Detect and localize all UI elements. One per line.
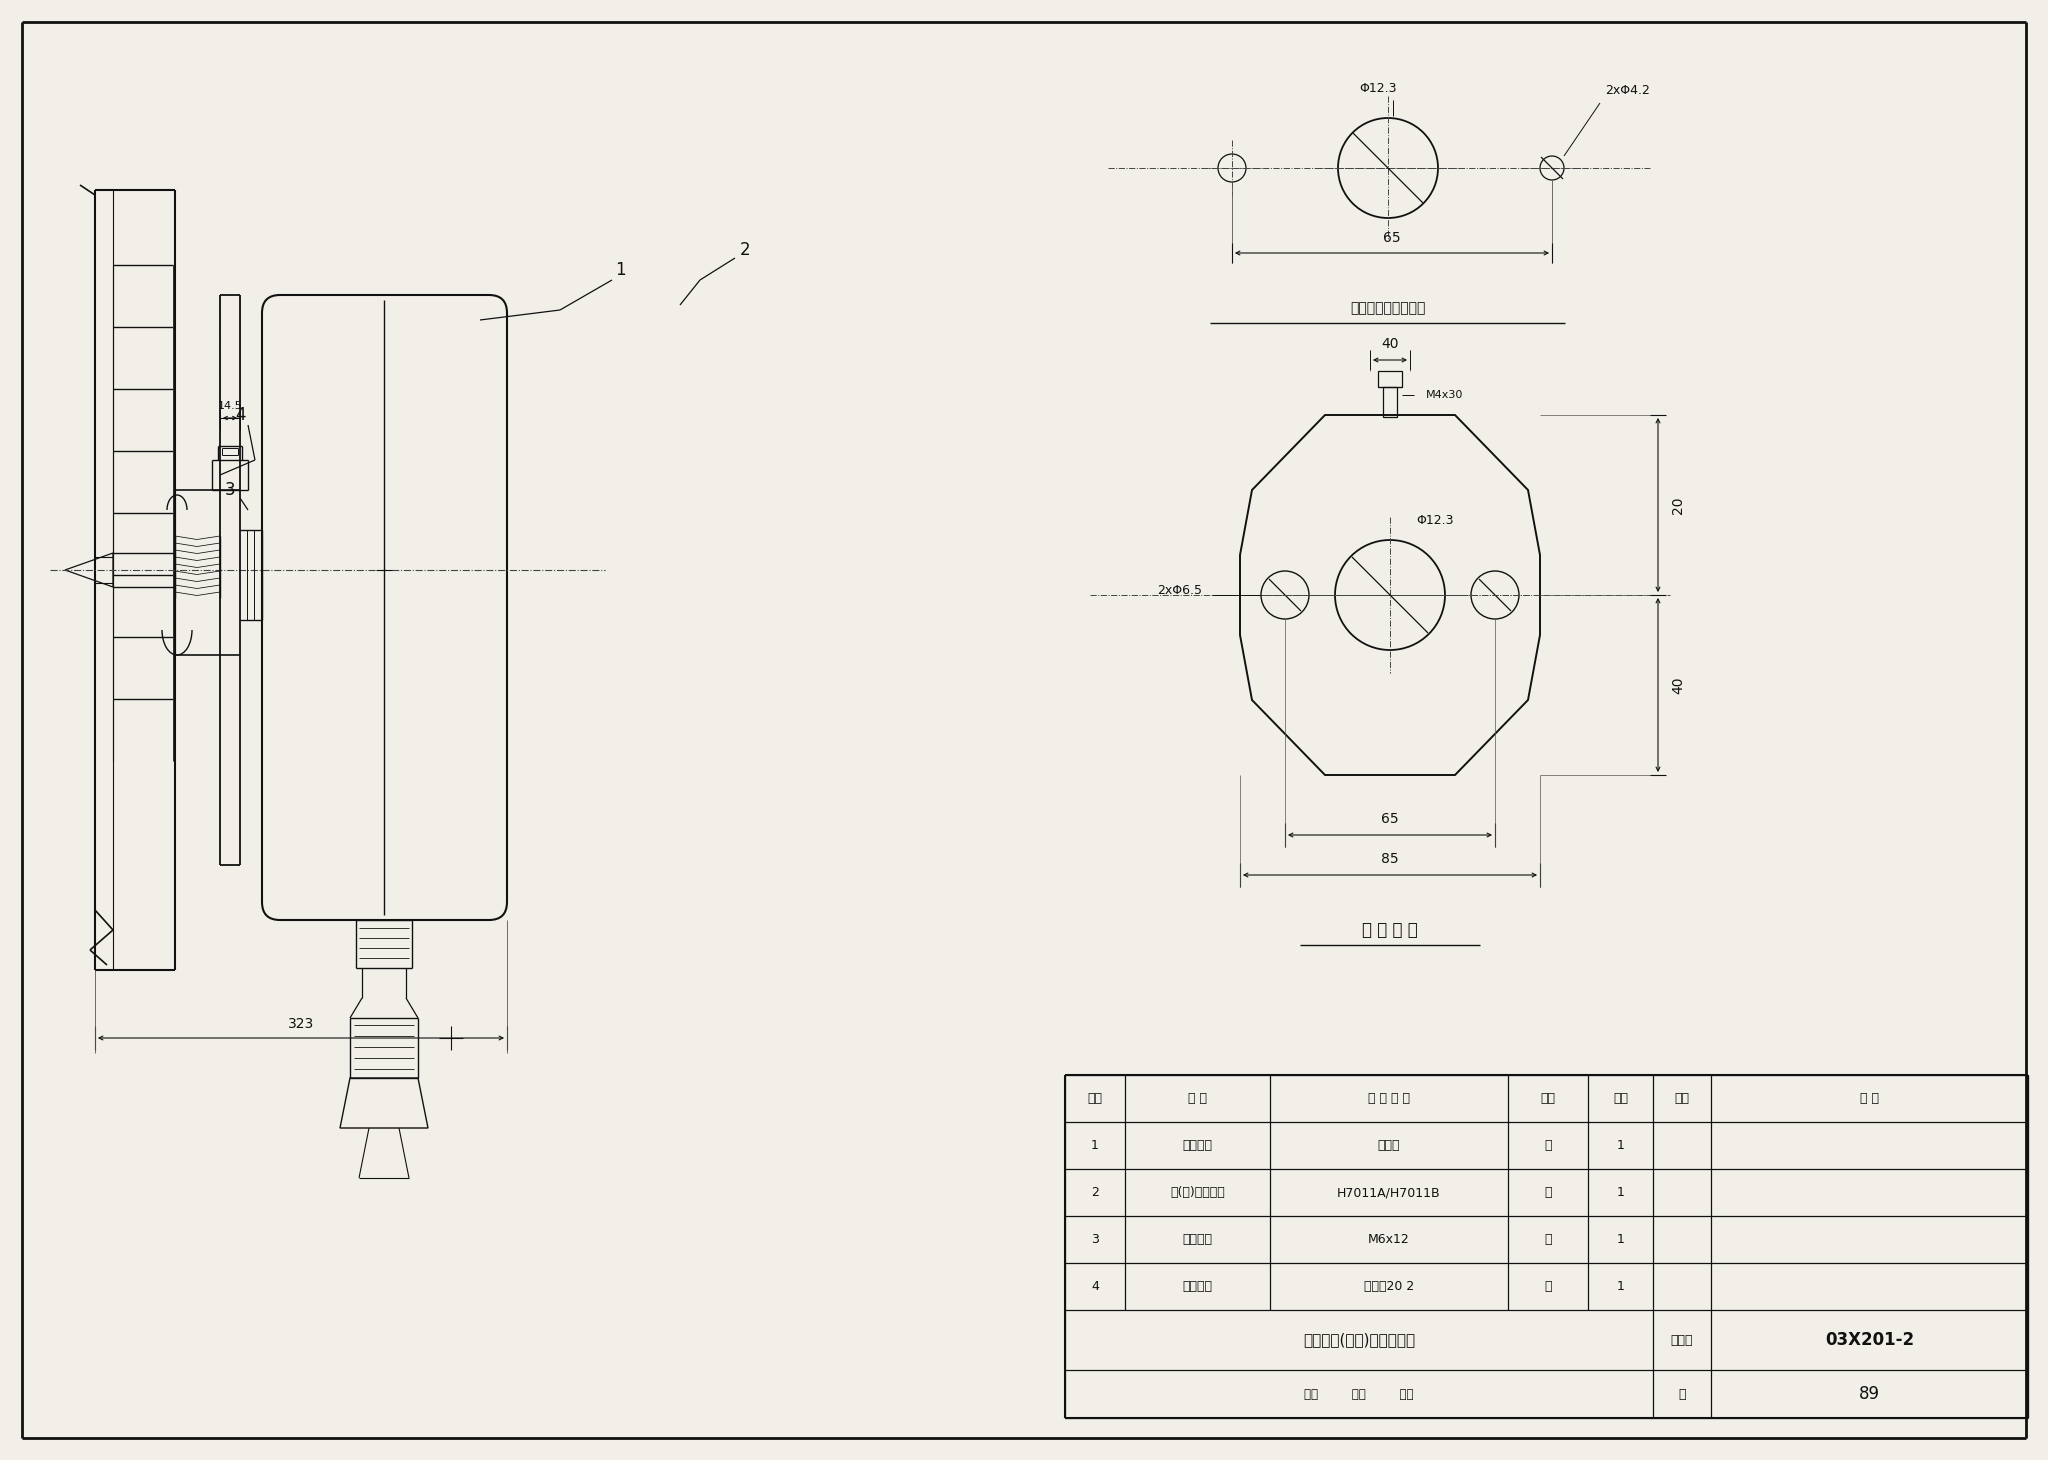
Text: 85: 85 — [1380, 853, 1399, 866]
Text: 个: 个 — [1544, 1234, 1552, 1245]
Text: 20: 20 — [1671, 496, 1686, 514]
Text: 备 注: 备 注 — [1860, 1092, 1878, 1105]
Text: 套: 套 — [1544, 1186, 1552, 1199]
Text: 1: 1 — [1616, 1139, 1624, 1152]
Text: 89: 89 — [1860, 1386, 1880, 1403]
Text: 风管温度(湿度)传感器安装: 风管温度(湿度)传感器安装 — [1303, 1333, 1415, 1348]
Text: 2: 2 — [739, 241, 750, 258]
Text: 数量: 数量 — [1614, 1092, 1628, 1105]
Text: 块: 块 — [1544, 1280, 1552, 1294]
Text: M4x30: M4x30 — [1425, 390, 1464, 400]
Text: 4: 4 — [1092, 1280, 1100, 1294]
Text: 65: 65 — [1382, 231, 1401, 245]
Text: 温(湿)度传感器: 温(湿)度传感器 — [1169, 1186, 1225, 1199]
Text: 1: 1 — [1616, 1234, 1624, 1245]
Text: 65: 65 — [1380, 812, 1399, 826]
Text: 323: 323 — [289, 1018, 313, 1031]
Text: 1: 1 — [1092, 1139, 1100, 1152]
Text: 图集号: 图集号 — [1671, 1333, 1694, 1346]
Text: 审核         校对         设计: 审核 校对 设计 — [1305, 1387, 1413, 1400]
Text: H7011A/H7011B: H7011A/H7011B — [1337, 1186, 1442, 1199]
Text: 序号: 序号 — [1087, 1092, 1102, 1105]
Text: 3: 3 — [225, 480, 236, 499]
Text: 名 称: 名 称 — [1188, 1092, 1206, 1105]
Text: Φ12.3: Φ12.3 — [1360, 82, 1397, 95]
Text: 自攻螺丝: 自攻螺丝 — [1182, 1234, 1212, 1245]
Text: 40: 40 — [1380, 337, 1399, 350]
Bar — [1378, 371, 1403, 387]
Text: 4: 4 — [236, 406, 246, 423]
Bar — [1382, 387, 1397, 418]
Text: 风管壁安装孔尺寸图: 风管壁安装孔尺寸图 — [1350, 301, 1425, 315]
Text: 2: 2 — [1092, 1186, 1100, 1199]
Text: 配套件: 配套件 — [1378, 1139, 1401, 1152]
Text: 2xΦ4.2: 2xΦ4.2 — [1606, 83, 1651, 96]
Text: 橡胶厔20 2: 橡胶厔20 2 — [1364, 1280, 1413, 1294]
Text: 40: 40 — [1671, 676, 1686, 694]
Text: 14.5: 14.5 — [217, 402, 242, 412]
Text: Φ12.3: Φ12.3 — [1417, 514, 1454, 527]
Text: 页: 页 — [1677, 1387, 1686, 1400]
Text: 1: 1 — [614, 261, 625, 279]
Text: 单位: 单位 — [1540, 1092, 1556, 1105]
Text: 1: 1 — [1616, 1186, 1624, 1199]
Text: 页次: 页次 — [1675, 1092, 1690, 1105]
Text: 固定卡具: 固定卡具 — [1182, 1139, 1212, 1152]
Text: 型 号 规 格: 型 号 规 格 — [1368, 1092, 1409, 1105]
Text: 固 定 卡 具: 固 定 卡 具 — [1362, 921, 1417, 939]
Text: 3: 3 — [1092, 1234, 1100, 1245]
Text: M6x12: M6x12 — [1368, 1234, 1409, 1245]
Text: 03X201-2: 03X201-2 — [1825, 1332, 1915, 1349]
Text: 1: 1 — [1616, 1280, 1624, 1294]
Text: 2xΦ6.5: 2xΦ6.5 — [1157, 584, 1202, 597]
Text: 套: 套 — [1544, 1139, 1552, 1152]
Text: 密封胶垒: 密封胶垒 — [1182, 1280, 1212, 1294]
